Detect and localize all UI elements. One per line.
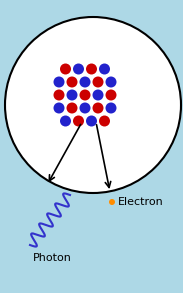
Circle shape: [79, 89, 91, 100]
Circle shape: [60, 115, 71, 127]
Circle shape: [106, 103, 117, 113]
Circle shape: [79, 76, 91, 88]
Circle shape: [53, 76, 64, 88]
Text: Photon: Photon: [33, 253, 72, 263]
Circle shape: [86, 64, 97, 74]
Circle shape: [106, 89, 117, 100]
Circle shape: [66, 103, 77, 113]
Circle shape: [53, 103, 64, 113]
Circle shape: [92, 76, 104, 88]
Circle shape: [92, 103, 104, 113]
Circle shape: [92, 89, 104, 100]
Circle shape: [60, 64, 71, 74]
Circle shape: [66, 89, 77, 100]
Circle shape: [66, 76, 77, 88]
Circle shape: [99, 115, 110, 127]
Circle shape: [109, 199, 115, 205]
Circle shape: [106, 76, 117, 88]
Circle shape: [5, 17, 181, 193]
Circle shape: [73, 115, 84, 127]
Circle shape: [99, 64, 110, 74]
Circle shape: [86, 115, 97, 127]
Text: Electron: Electron: [118, 197, 164, 207]
Circle shape: [53, 89, 64, 100]
Circle shape: [79, 103, 91, 113]
Circle shape: [73, 64, 84, 74]
